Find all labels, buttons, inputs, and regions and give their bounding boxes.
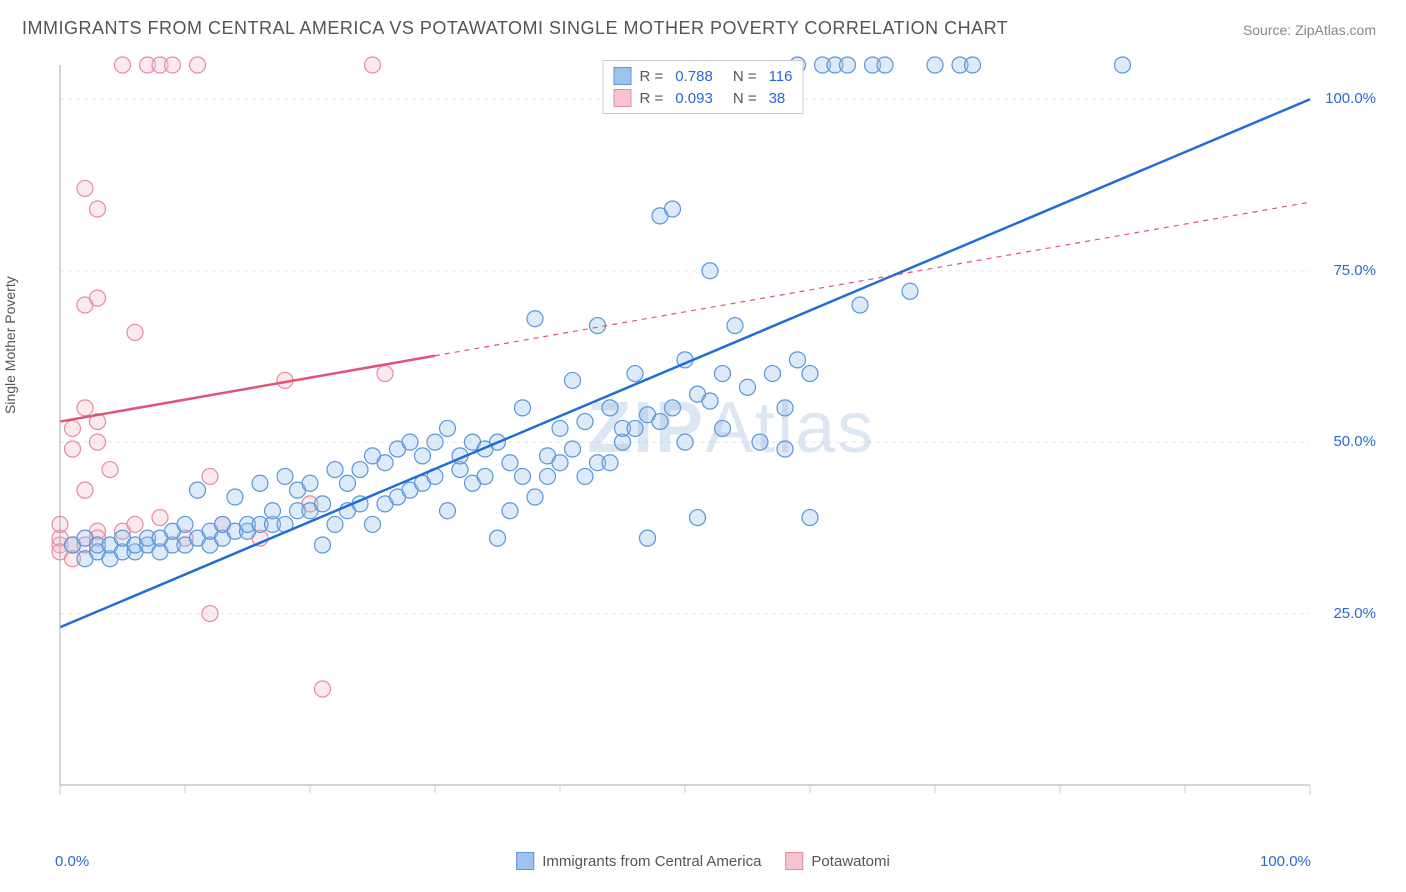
source-label: Source: (1243, 22, 1291, 38)
y-tick-label: 100.0% (1325, 90, 1376, 107)
legend-bottom-item-0: Immigrants from Central America (516, 852, 761, 870)
r-value-0: 0.788 (675, 68, 713, 85)
y-tick-label: 50.0% (1333, 433, 1376, 450)
source-attribution: Source: ZipAtlas.com (1243, 22, 1376, 38)
legend-bottom-label-0: Immigrants from Central America (542, 853, 761, 870)
x-tick-label: 100.0% (1260, 853, 1311, 870)
r-label: R = (640, 90, 664, 107)
n-value-0: 116 (769, 68, 793, 85)
n-label: N = (733, 68, 757, 85)
legend-bottom-label-1: Potawatomi (811, 853, 889, 870)
scatter-plot (50, 55, 1370, 835)
legend-row-1: R = 0.093 N = 38 (614, 87, 793, 109)
r-value-1: 0.093 (675, 90, 713, 107)
series-legend: Immigrants from Central America Potawato… (516, 852, 890, 870)
n-label: N = (733, 90, 757, 107)
chart-title: IMMIGRANTS FROM CENTRAL AMERICA VS POTAW… (22, 18, 1008, 39)
y-tick-label: 75.0% (1333, 262, 1376, 279)
legend-swatch-1 (614, 89, 632, 107)
legend-bottom-item-1: Potawatomi (785, 852, 889, 870)
y-tick-label: 25.0% (1333, 605, 1376, 622)
source-value: ZipAtlas.com (1295, 22, 1376, 38)
legend-swatch-0 (614, 67, 632, 85)
y-axis-label: Single Mother Poverty (2, 276, 18, 414)
x-tick-label: 0.0% (55, 853, 89, 870)
r-label: R = (640, 68, 664, 85)
legend-bottom-swatch-1 (785, 852, 803, 870)
legend-row-0: R = 0.788 N = 116 (614, 65, 793, 87)
correlation-legend: R = 0.788 N = 116 R = 0.093 N = 38 (603, 60, 804, 114)
legend-bottom-swatch-0 (516, 852, 534, 870)
chart-container: IMMIGRANTS FROM CENTRAL AMERICA VS POTAW… (0, 0, 1406, 892)
n-value-1: 38 (769, 90, 786, 107)
